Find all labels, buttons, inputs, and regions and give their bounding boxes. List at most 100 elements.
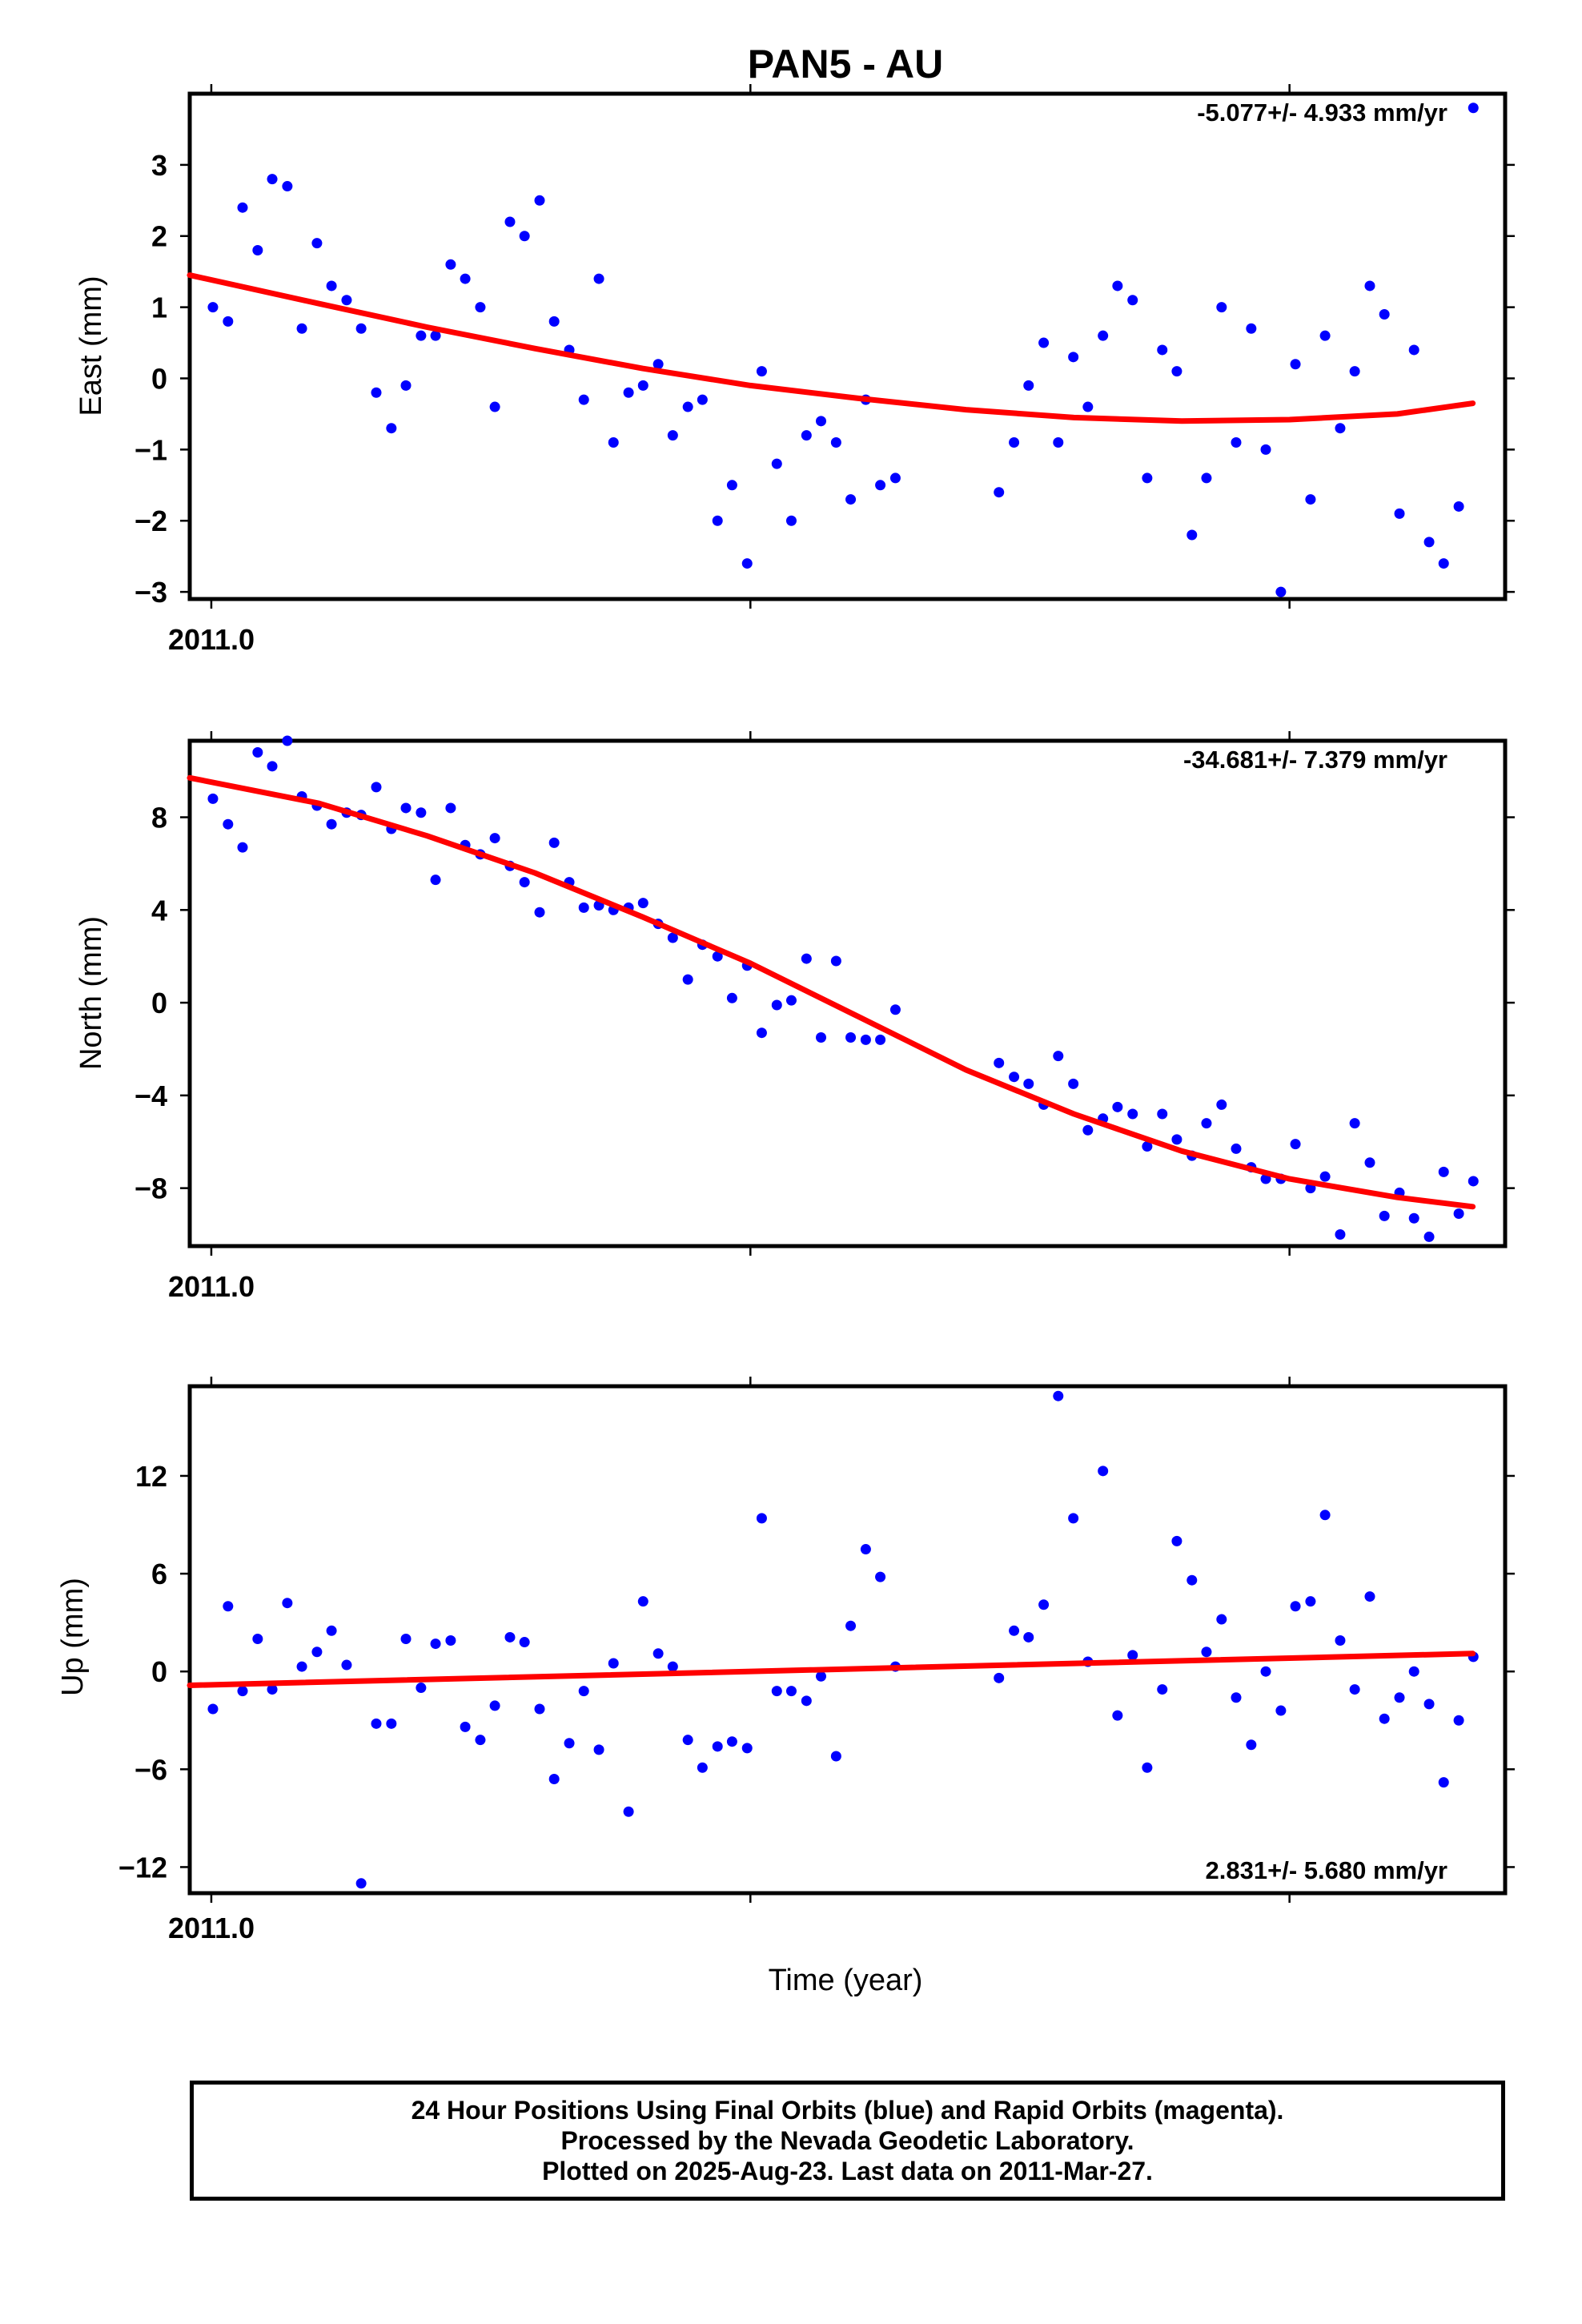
- east-data-point: [697, 394, 708, 405]
- up-data-point: [845, 1620, 857, 1631]
- up-data-point: [1231, 1692, 1242, 1703]
- east-data-point: [682, 401, 693, 412]
- east-data-point: [1319, 330, 1331, 341]
- east-data-point: [1186, 529, 1198, 541]
- up-data-point: [1423, 1699, 1435, 1710]
- north-data-point: [785, 995, 797, 1006]
- north-data-point: [1379, 1210, 1390, 1221]
- up-rate-label: 2.831+/- 5.680 mm/yr: [1206, 1856, 1447, 1884]
- north-data-point: [801, 953, 812, 964]
- east-data-point: [652, 359, 664, 370]
- east-x-tick-label: 2011.0: [168, 623, 255, 656]
- east-data-point: [801, 430, 812, 441]
- east-data-point: [1023, 380, 1034, 391]
- east-data-point: [1290, 359, 1301, 370]
- east-data-point: [1335, 423, 1346, 434]
- up-data-point: [1053, 1390, 1064, 1401]
- east-data-point: [519, 231, 530, 242]
- up-data-point: [741, 1743, 753, 1754]
- east-data-point: [1438, 558, 1449, 569]
- up-data-point: [1127, 1650, 1138, 1661]
- up-data-point: [519, 1637, 530, 1648]
- east-data-point: [1231, 436, 1242, 448]
- east-data-point: [504, 216, 516, 227]
- north-data-point: [860, 1034, 871, 1045]
- east-data-point: [237, 202, 248, 213]
- east-data-point: [355, 323, 367, 334]
- up-data-point: [460, 1721, 471, 1732]
- up-data-point: [1216, 1614, 1227, 1625]
- up-data-point: [608, 1658, 619, 1669]
- north-data-point: [282, 735, 293, 746]
- up-data-point: [667, 1661, 678, 1672]
- east-data-point: [386, 423, 397, 434]
- up-data-point: [830, 1751, 841, 1762]
- east-data-point: [430, 330, 441, 341]
- north-y-tick-label: 8: [151, 802, 167, 834]
- east-y-tick-label: 2: [151, 220, 167, 253]
- east-data-point: [1142, 472, 1153, 484]
- up-data-point: [400, 1633, 412, 1644]
- east-data-point: [341, 295, 352, 306]
- east-data-point: [785, 515, 797, 526]
- east-data-point: [371, 387, 382, 398]
- north-data-point: [1009, 1072, 1020, 1083]
- north-data-point: [1438, 1166, 1449, 1177]
- north-data-point: [237, 842, 248, 853]
- north-data-point: [875, 1034, 886, 1045]
- north-data-point: [667, 932, 678, 943]
- up-data-point: [534, 1703, 545, 1715]
- north-data-point: [548, 837, 560, 848]
- east-data-point: [741, 558, 753, 569]
- north-data-point: [1171, 1134, 1182, 1145]
- footer-line-2: Processed by the Nevada Geodetic Laborat…: [560, 2126, 1134, 2155]
- east-y-tick-label: −1: [135, 433, 167, 466]
- east-y-tick-label: 0: [151, 362, 167, 395]
- east-data-point: [889, 472, 901, 484]
- north-data-point: [994, 1057, 1005, 1068]
- east-data-point: [830, 436, 841, 448]
- east-y-tick-label: −3: [135, 576, 167, 609]
- north-data-point: [1127, 1108, 1138, 1120]
- chart-title: PAN5 - AU: [748, 42, 943, 86]
- north-data-point: [726, 992, 737, 1003]
- east-data-point: [1112, 280, 1123, 292]
- x-axis-label: Time (year): [769, 1964, 923, 1997]
- footer-line-1: 24 Hour Positions Using Final Orbits (bl…: [411, 2096, 1284, 2125]
- north-data-point: [712, 951, 723, 962]
- east-data-point: [475, 302, 486, 313]
- east-data-point: [1068, 352, 1079, 363]
- up-data-point: [697, 1762, 708, 1773]
- north-plot-frame: [187, 738, 1508, 1248]
- east-data-point: [1275, 586, 1287, 597]
- east-data-point: [608, 436, 619, 448]
- up-y-tick-label: −6: [135, 1753, 167, 1786]
- east-data-point: [1453, 501, 1464, 512]
- east-plot-frame: [187, 91, 1508, 601]
- up-data-point: [416, 1683, 427, 1694]
- north-data-point: [845, 1031, 857, 1043]
- east-data-point: [994, 487, 1005, 498]
- east-data-point: [223, 316, 234, 327]
- north-data-point: [326, 818, 337, 830]
- east-y-axis-label: East (mm): [74, 275, 108, 416]
- up-fit-line: [187, 1651, 1476, 1688]
- east-data-point: [1157, 344, 1168, 356]
- up-data-point: [682, 1735, 693, 1746]
- east-data-point: [282, 181, 293, 192]
- north-panel: North (mm) 2011.0 -34.681+/- 7.379 mm/yr…: [74, 731, 1515, 1303]
- east-data-point: [1260, 444, 1271, 455]
- up-data-point: [801, 1695, 812, 1707]
- north-data-point: [1112, 1101, 1123, 1112]
- north-data-point: [1157, 1108, 1168, 1120]
- north-data-point: [400, 802, 412, 814]
- north-data-point: [489, 833, 500, 844]
- up-data-point: [1201, 1647, 1212, 1658]
- east-data-point: [1408, 344, 1419, 356]
- up-y-tick-label: 0: [151, 1655, 167, 1688]
- north-data-point: [1408, 1212, 1419, 1224]
- east-data-point: [578, 394, 589, 405]
- north-data-point: [1468, 1176, 1479, 1187]
- east-data-point: [548, 316, 560, 327]
